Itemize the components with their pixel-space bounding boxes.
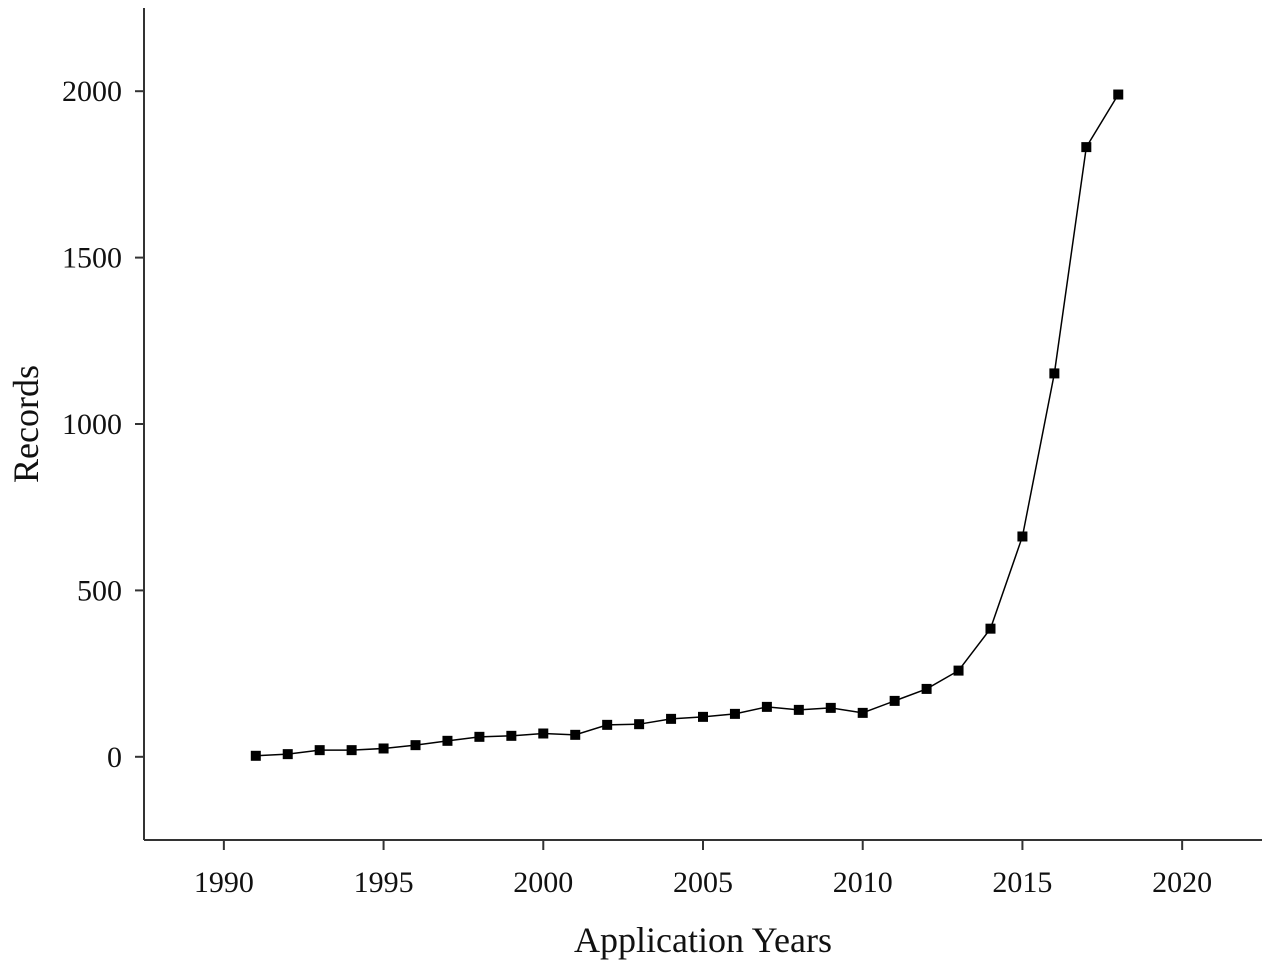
x-axis-title: Application Years bbox=[574, 920, 832, 960]
marker bbox=[889, 695, 900, 706]
x-tick-label: 1995 bbox=[354, 866, 414, 899]
x-tick-label: 1990 bbox=[194, 866, 254, 899]
marker bbox=[474, 731, 485, 742]
marker bbox=[602, 719, 613, 730]
marker bbox=[378, 743, 389, 754]
line bbox=[255, 94, 1119, 757]
x-tick-label: 2000 bbox=[513, 866, 573, 899]
x-tick-label: 2005 bbox=[673, 866, 733, 899]
marker bbox=[793, 704, 804, 715]
y-tick-label: 2000 bbox=[62, 75, 122, 108]
y-tick-label: 500 bbox=[77, 574, 122, 607]
marker bbox=[314, 745, 325, 756]
marker bbox=[538, 728, 549, 739]
x-tick-label: 2020 bbox=[1152, 866, 1212, 899]
y-tick-label: 1500 bbox=[62, 242, 122, 275]
marker bbox=[666, 713, 677, 724]
marker bbox=[857, 707, 868, 718]
marker bbox=[282, 749, 293, 760]
y-tick-label: 0 bbox=[107, 741, 122, 774]
x-tick-label: 2010 bbox=[833, 866, 893, 899]
marker bbox=[761, 701, 772, 712]
marker bbox=[953, 665, 964, 676]
marker bbox=[921, 683, 932, 694]
marker bbox=[729, 708, 740, 719]
marker bbox=[1081, 142, 1092, 153]
marker bbox=[1049, 368, 1060, 379]
marker bbox=[1017, 531, 1028, 542]
marker bbox=[1113, 89, 1124, 100]
marker bbox=[570, 729, 581, 740]
y-tick-label: 1000 bbox=[62, 408, 122, 441]
marker bbox=[346, 745, 357, 756]
marker bbox=[250, 750, 261, 761]
marker bbox=[825, 702, 836, 713]
marker bbox=[634, 719, 645, 730]
y-axis-title: Records bbox=[6, 365, 46, 483]
marker bbox=[442, 735, 453, 746]
marker bbox=[506, 730, 517, 741]
marker bbox=[698, 711, 708, 722]
marker bbox=[985, 623, 996, 634]
x-tick-label: 2015 bbox=[992, 866, 1052, 899]
marker bbox=[410, 740, 421, 751]
